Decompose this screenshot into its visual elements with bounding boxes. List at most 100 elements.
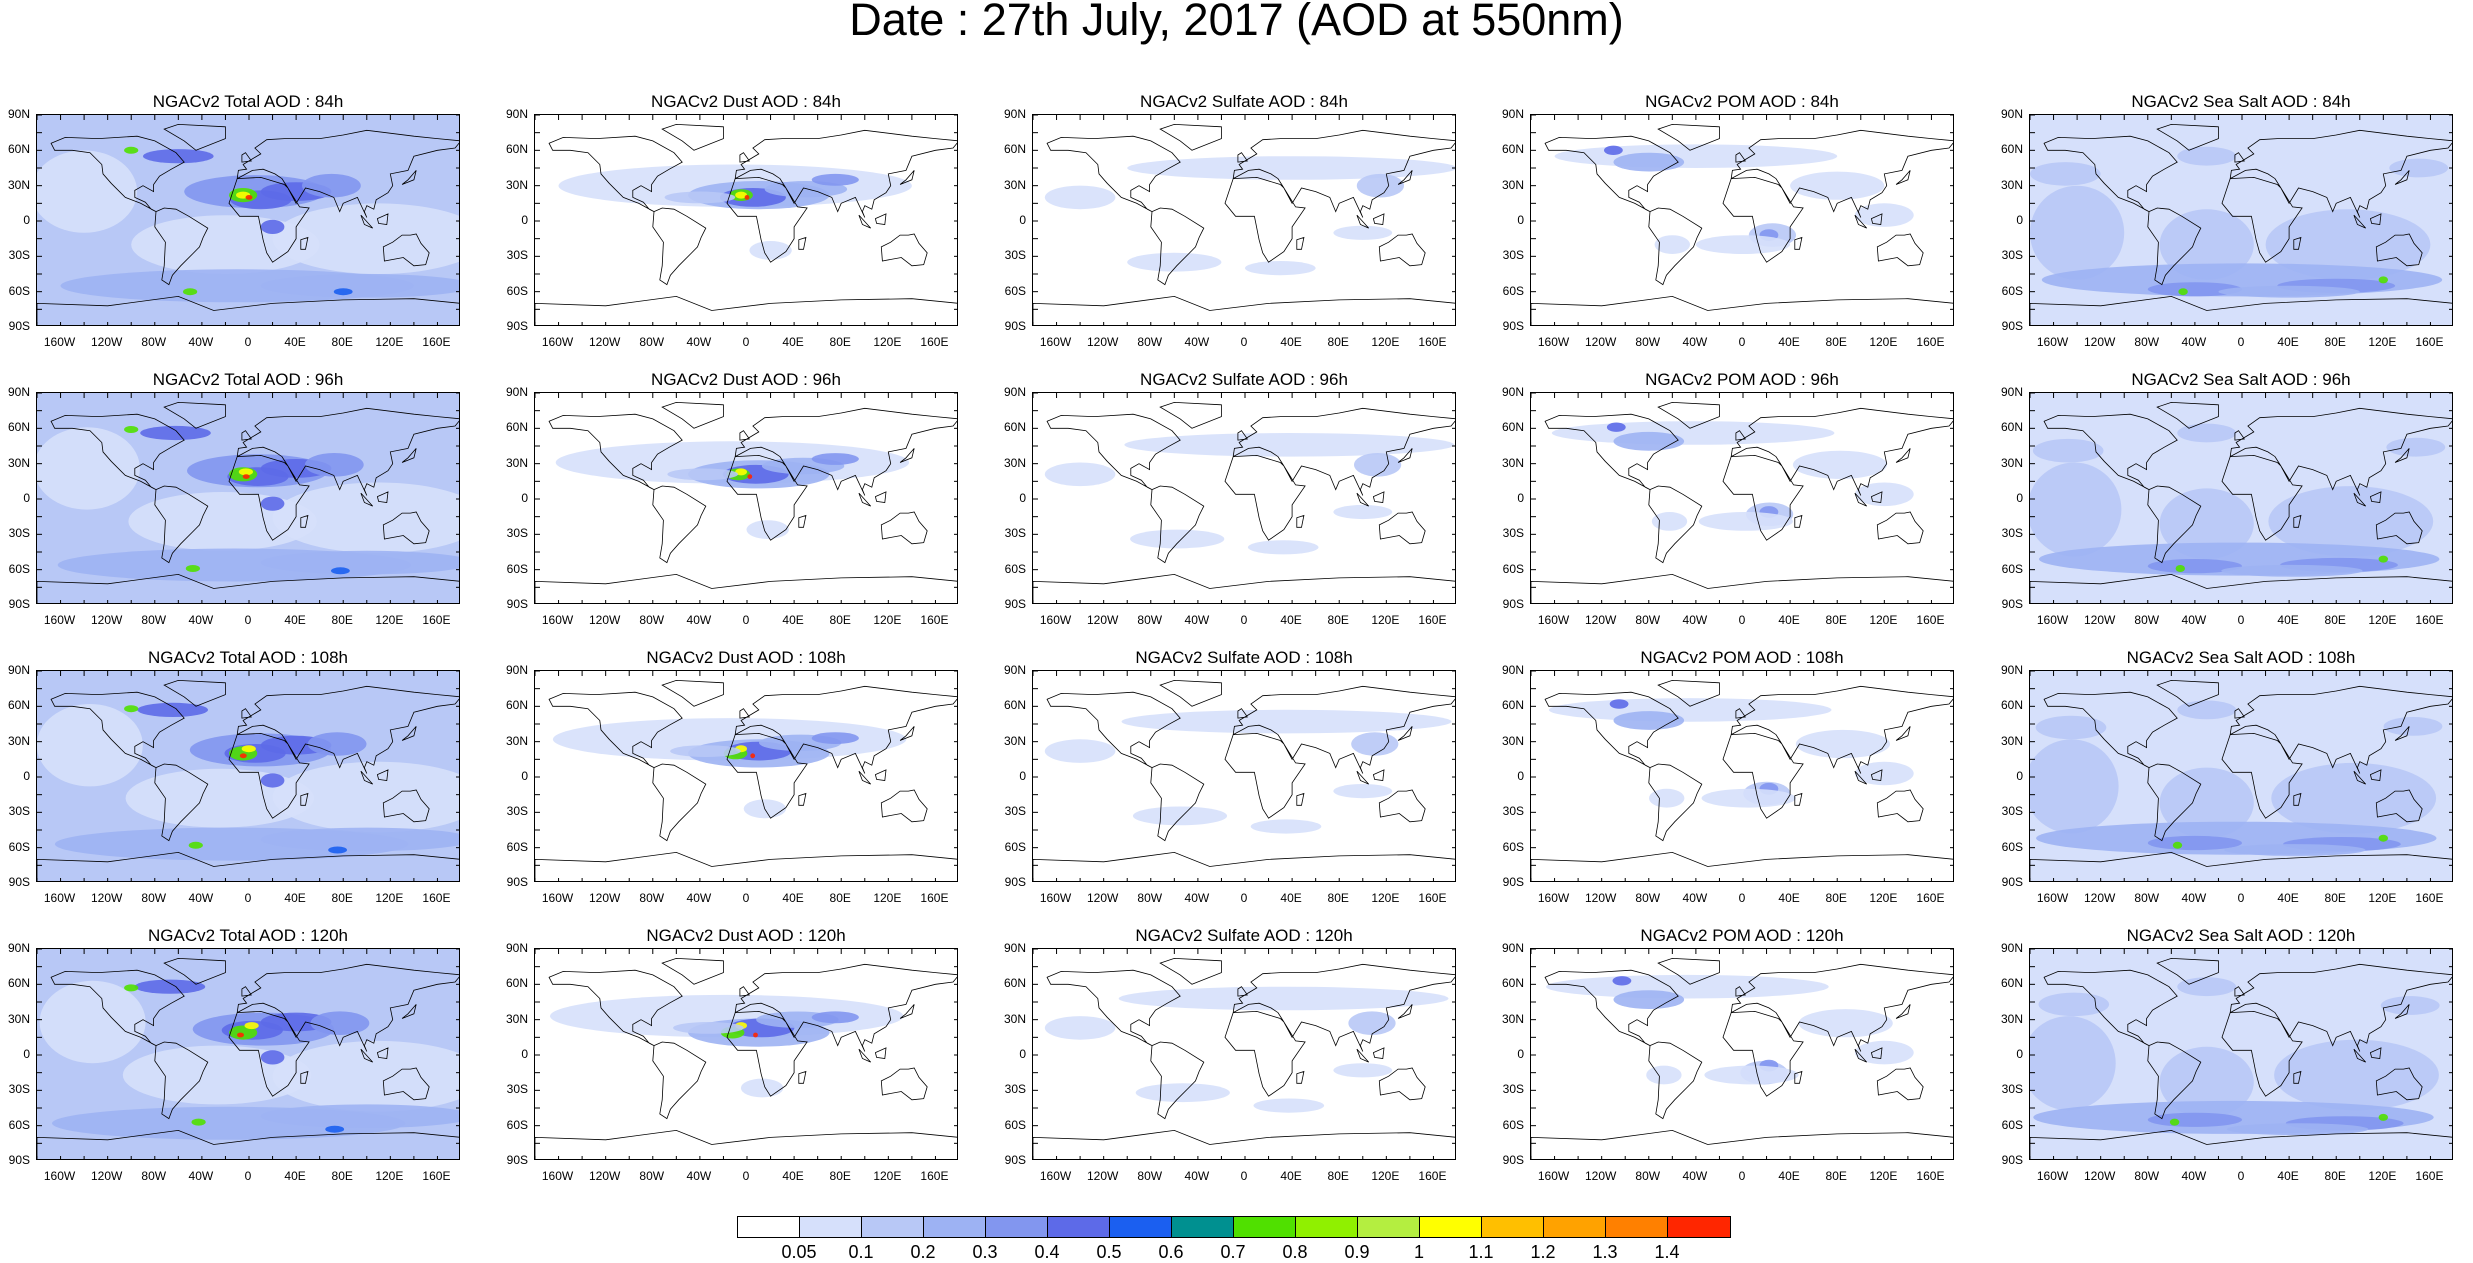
aod-map [1530, 114, 1954, 326]
map-panel-total-3: NGACv2 Total AOD : 108h 90N 60N 30N 0 30S 60S 9… [0, 648, 490, 908]
aod-shade [2378, 834, 2388, 842]
aod-shade [272, 203, 459, 274]
panel-title: NGACv2 Total AOD : 120h [147, 926, 348, 945]
lat-label: 60S [1004, 283, 1026, 298]
lon-label: 120W [90, 1169, 123, 1183]
aod-shade [1604, 145, 1623, 155]
aod-shade [260, 773, 285, 788]
colorbar-swatch [1234, 1217, 1296, 1237]
aod-shade [1854, 203, 1914, 227]
aod-shade [673, 1022, 744, 1034]
lat-label: 0 [1517, 769, 1524, 783]
lon-label: 80W [141, 891, 167, 905]
lon-label: 160E [2415, 335, 2444, 349]
panel-title: NGACv2 Dust AOD : 96h [651, 370, 841, 389]
aod-shade [735, 191, 747, 199]
aod-map-svg [1033, 949, 1455, 1159]
map-panel-dust-1: NGACv2 Dust AOD : 84h 90N 60N 30N 0 30S 60S 90S… [498, 92, 988, 352]
aod-shade [241, 745, 256, 753]
aod-shade [1356, 173, 1404, 198]
map-panel-sulfate-1: NGACv2 Sulfate AOD : 84h 90N 60N 30N 0 30S 60S… [996, 92, 1486, 352]
coastline [2030, 679, 2452, 881]
lat-label: 30S [8, 526, 30, 541]
lat-label: 90N [1501, 107, 1524, 121]
aod-shade [2030, 739, 2119, 834]
lat-label: 90N [2000, 663, 2023, 677]
aod-shade [2177, 423, 2237, 443]
lat-label: 90N [2000, 941, 2023, 955]
aod-shade [37, 704, 143, 787]
aod-shade [1613, 990, 1685, 1009]
lon-label: 160W [43, 1169, 76, 1183]
aod-map [1032, 670, 1456, 882]
lon-label: 0 [1240, 613, 1248, 627]
aod-shade [238, 468, 253, 476]
map-background [1033, 393, 1455, 603]
aod-shade [2159, 488, 2254, 559]
lat-label: 0 [1517, 491, 1524, 505]
lat-label: 60S [2001, 1117, 2023, 1132]
colorbar-swatch [1048, 1217, 1110, 1237]
lon-label: 80E [829, 335, 851, 349]
lat-label: 30N [505, 177, 528, 192]
aod-map [1032, 392, 1456, 604]
colorbar-swatch [1606, 1217, 1668, 1237]
lat-label: 90N [2000, 385, 2023, 399]
aod-shade [260, 496, 285, 511]
aod-shade [242, 474, 250, 479]
aod-shade [183, 288, 198, 296]
aod-shade [1247, 540, 1319, 555]
lat-label: 90N [1003, 385, 1026, 399]
coastline [535, 679, 957, 881]
lon-label: 40W [686, 613, 712, 627]
page-title: Date : 27th July, 2017 (AOD at 550nm) [849, 0, 1624, 45]
lat-label: 90N [1003, 663, 1026, 677]
lat-label: 30N [505, 733, 528, 748]
colorbar-label: 0.7 [1220, 1242, 1246, 1262]
coastline [1033, 679, 1455, 881]
lat-label: 0 [521, 769, 528, 783]
colorbar-swatch [1482, 1217, 1544, 1237]
lat-label: 90S [506, 319, 528, 333]
lon-label: 120E [873, 613, 902, 627]
lon-label: 0 [1738, 335, 1746, 349]
lon-label: 40E [284, 1169, 306, 1183]
aod-shade [2030, 1016, 2116, 1111]
coastline [1033, 957, 1455, 1159]
aod-shade [143, 149, 214, 164]
colorbar-swatch [1296, 1217, 1358, 1237]
lat-label: 60S [2001, 561, 2023, 576]
aod-map [534, 392, 958, 604]
lon-label: 40E [284, 891, 306, 905]
lat-label: 30S [2001, 1082, 2023, 1097]
lon-label: 160W [2036, 891, 2069, 905]
aod-shade [331, 567, 350, 575]
colorbar-swatch [862, 1217, 924, 1237]
lon-label: 120E [1371, 891, 1400, 905]
aod-shade [1798, 1009, 1893, 1038]
aod-shade [2177, 146, 2237, 166]
lon-label: 120E [2368, 613, 2397, 627]
aod-map-svg [37, 949, 459, 1159]
aod-shade [2226, 1123, 2369, 1136]
lon-label: 40E [782, 335, 804, 349]
lat-label: 90N [1501, 385, 1524, 399]
aod-shade [2159, 767, 2254, 839]
coastline [1033, 401, 1455, 603]
aod-shade [750, 753, 756, 759]
aod-shade [2178, 288, 2188, 296]
aod-shade [1854, 761, 1914, 786]
lon-label: 120E [375, 335, 404, 349]
lat-label: 90N [1501, 663, 1524, 677]
lon-label: 160W [43, 613, 76, 627]
lat-label: 30S [2001, 248, 2023, 263]
lon-label: 120W [1584, 1169, 1617, 1183]
lat-label: 90S [8, 875, 30, 889]
map-background [535, 393, 957, 603]
aod-shade [1854, 482, 1914, 507]
lon-label: 0 [1240, 335, 1248, 349]
lat-label: 30N [1003, 733, 1026, 748]
lat-label: 90S [1004, 319, 1026, 333]
aod-shade [272, 482, 459, 554]
lon-label: 120E [1869, 891, 1898, 905]
